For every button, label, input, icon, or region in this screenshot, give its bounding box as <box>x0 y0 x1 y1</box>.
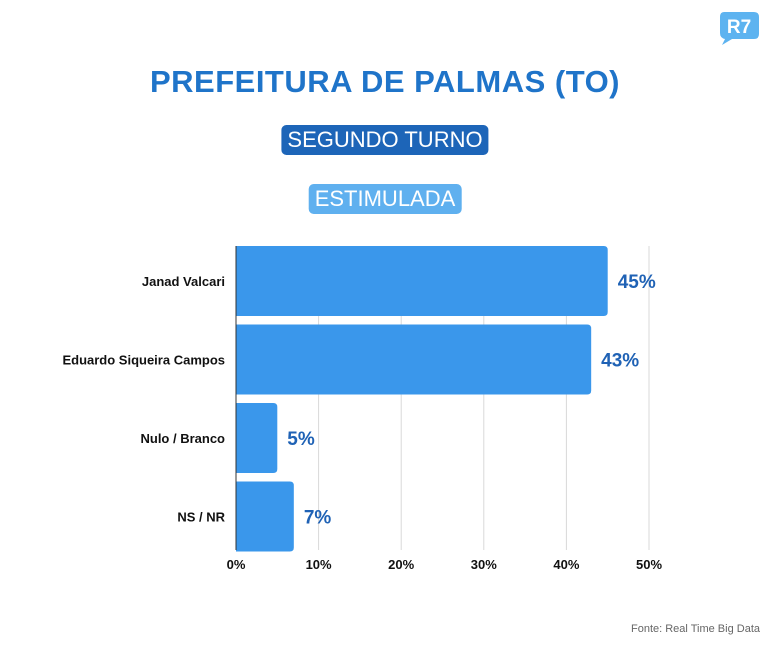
category-label: Nulo / Branco <box>140 431 225 446</box>
x-tick-label: 10% <box>306 557 332 572</box>
category-label: Eduardo Siqueira Campos <box>62 353 225 368</box>
bar <box>236 246 608 316</box>
data-label: 5% <box>287 429 315 450</box>
svg-text:R7: R7 <box>727 17 751 38</box>
category-label: Janad Valcari <box>142 274 225 289</box>
category-label: NS / NR <box>177 510 225 525</box>
bar-chart: 45% Janad Valcari 43% Eduardo Siqueira Camp… <box>62 246 662 572</box>
x-tick-label: 0% <box>227 557 246 572</box>
round-badge: SEGUNDO TURNO <box>281 125 489 155</box>
chart-title: PREFEITURA DE PALMAS (TO) <box>149 64 621 99</box>
x-tick-label: 40% <box>553 557 579 572</box>
x-tick-label: 20% <box>388 557 414 572</box>
bar <box>236 324 592 395</box>
data-label: 45% <box>618 272 656 293</box>
bar <box>236 481 294 552</box>
data-label: 43% <box>601 351 639 372</box>
x-tick-label: 30% <box>471 557 497 572</box>
x-tick-label: 50% <box>636 557 662 572</box>
survey-type-badge: ESTIMULADA <box>308 184 462 214</box>
r7-logo: R7 <box>720 12 759 45</box>
bar <box>236 403 278 473</box>
source-note: Fonte: Real Time Big Data <box>630 623 760 635</box>
data-label: 7% <box>304 508 332 529</box>
